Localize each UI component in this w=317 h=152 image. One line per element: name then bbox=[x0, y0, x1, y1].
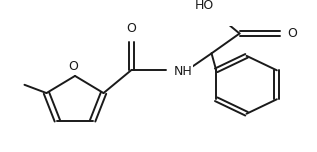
Text: O: O bbox=[288, 27, 297, 40]
Text: O: O bbox=[126, 22, 137, 35]
Text: HO: HO bbox=[194, 0, 214, 12]
Text: NH: NH bbox=[173, 65, 192, 78]
Text: O: O bbox=[68, 60, 78, 73]
